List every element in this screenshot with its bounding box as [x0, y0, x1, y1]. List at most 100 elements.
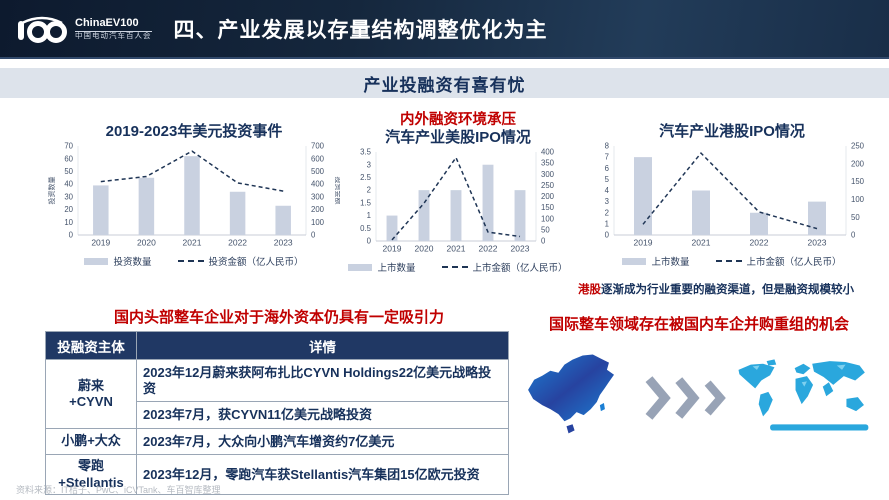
- hk-ipo-note: 港股逐渐成为行业重要的融资渠道，但是融资规模较小: [578, 281, 888, 297]
- table-subject-cell: 零跑 +Stellantis: [45, 454, 137, 495]
- svg-text:2023: 2023: [274, 238, 293, 248]
- chart-usd-investment-plot: 0 10 20 30 40 50 60 70 0 100 200 300 400 500 600 700 投资数…: [47, 140, 343, 268]
- investment-table: 投融资主体 详情 蔚来 +CYVN 2023年12月蔚来获阿布扎比CYVN Hold…: [45, 331, 509, 495]
- svg-text:0: 0: [605, 231, 610, 240]
- svg-text:200: 200: [851, 159, 865, 168]
- svg-text:2020: 2020: [137, 238, 156, 248]
- table-detail-cell: 2023年7月，大众向小鹏汽车增资约7亿美元: [136, 427, 509, 456]
- legend-item: 上市数量: [622, 254, 690, 268]
- svg-text:2: 2: [367, 186, 371, 195]
- section-banner: 产业投融资有喜有忧: [0, 68, 889, 98]
- svg-text:2019: 2019: [91, 238, 110, 248]
- svg-text:1: 1: [605, 219, 609, 228]
- svg-text:250: 250: [541, 181, 555, 190]
- svg-text:300: 300: [541, 170, 555, 179]
- svg-text:2021: 2021: [692, 238, 711, 248]
- table-subject-cell: 小鹏+大众: [45, 427, 137, 456]
- svg-text:投资数量: 投资数量: [48, 177, 56, 205]
- svg-text:300: 300: [311, 192, 325, 201]
- svg-text:2021: 2021: [183, 238, 202, 248]
- svg-text:0: 0: [69, 231, 74, 240]
- world-map: [738, 359, 869, 431]
- table-subject-cell: 蔚来 +CYVN: [45, 359, 137, 429]
- pressure-annotation: 内外融资环境承压: [400, 112, 516, 128]
- chinaev100-logo: ChinaEV100 中国电动汽车百人会: [16, 12, 152, 46]
- svg-text:60: 60: [64, 154, 73, 163]
- logo-100-icon: [18, 16, 67, 43]
- svg-text:2019: 2019: [634, 238, 653, 248]
- legend-item: 投资金额（亿人民币）: [177, 254, 304, 268]
- svg-text:200: 200: [541, 192, 555, 201]
- hk-ipo-note-rest: 逐渐成为行业重要的融资渠道，但是融资规模较小: [601, 284, 854, 296]
- logo-text-en: ChinaEV100: [75, 17, 152, 32]
- svg-text:200: 200: [311, 205, 325, 214]
- svg-text:700: 700: [311, 142, 325, 151]
- svg-text:2021: 2021: [447, 244, 466, 254]
- svg-text:0: 0: [541, 237, 546, 246]
- chart-hk-ipo-title: 汽车产业港股IPO情况: [659, 123, 805, 140]
- svg-text:150: 150: [851, 177, 865, 186]
- chart-us-ipo: 内外融资环境承压 汽车产业美股IPO情况 0 0.5 1 1.5 2 2.5 3 3.5 0 50…: [346, 108, 570, 274]
- source-note: 资料来源：IT桔子、PwC、iCVTank、车百智库整理: [16, 485, 221, 495]
- svg-text:7: 7: [605, 153, 609, 162]
- svg-text:0: 0: [311, 231, 316, 240]
- svg-text:3: 3: [605, 197, 609, 206]
- svg-text:4: 4: [605, 186, 610, 195]
- slide-title: 四、产业发展以存量结构调整优化为主: [173, 18, 548, 42]
- svg-text:8: 8: [605, 142, 609, 151]
- table-detail-cell: 2023年7月，获CYVN11亿美元战略投资: [136, 401, 509, 429]
- table-row: 零跑 +Stellantis 2023年12月，零跑汽车获Stellantis汽车…: [45, 454, 509, 495]
- svg-text:350: 350: [541, 159, 555, 168]
- svg-text:投资金额: 投资金额: [334, 177, 340, 205]
- svg-text:1.5: 1.5: [360, 198, 372, 207]
- svg-text:0: 0: [367, 237, 372, 246]
- svg-text:40: 40: [64, 180, 73, 189]
- chevron-right-icon: [645, 376, 727, 420]
- svg-text:2020: 2020: [415, 244, 434, 254]
- header-bar: ChinaEV100 中国电动汽车百人会 四、产业发展以存量结构调整优化为主: [0, 0, 889, 59]
- legend-item: 上市金额（亿人民币）: [441, 260, 568, 274]
- svg-text:10: 10: [64, 218, 73, 227]
- table-row: 2023年7月，获CYVN11亿美元战略投资: [46, 401, 509, 429]
- svg-text:2023: 2023: [808, 238, 827, 248]
- svg-text:600: 600: [311, 154, 325, 163]
- section-banner-title: 产业投融资有喜有忧: [363, 75, 526, 95]
- svg-text:70: 70: [64, 142, 73, 151]
- logo-text: ChinaEV100 中国电动汽车百人会: [75, 17, 152, 40]
- investment-table-body: 蔚来 +CYVN 2023年12月蔚来获阿布扎比CYVN Holdings22亿美…: [45, 358, 509, 495]
- hk-ipo-note-highlight: 港股: [578, 284, 601, 296]
- legend-item: 投资数量: [84, 254, 152, 268]
- svg-text:150: 150: [541, 203, 555, 212]
- chart-us-ipo-plot: 0 0.5 1 1.5 2 2.5 3 3.5 0 50 100 150 200 250 300 350 400…: [346, 146, 570, 274]
- chart-usd-investment-title: 2019-2023年美元投资事件: [105, 123, 283, 140]
- legend-item: 上市数量: [348, 260, 416, 274]
- svg-text:2.5: 2.5: [360, 173, 372, 182]
- table-row: 蔚来 +CYVN 2023年12月蔚来获阿布扎比CYVN Holdings22亿美…: [45, 358, 509, 429]
- svg-text:2: 2: [605, 208, 609, 217]
- svg-text:50: 50: [851, 213, 860, 222]
- domestic-attraction-heading: 国内头部整车企业对于海外资本仍具有一定吸引力: [113, 309, 444, 326]
- svg-text:30: 30: [64, 192, 73, 201]
- svg-text:400: 400: [311, 180, 325, 189]
- chart-us-ipo-title: 汽车产业美股IPO情况: [385, 129, 531, 146]
- china-to-world-graphic: [520, 342, 884, 454]
- table-detail-cell: 2023年12月蔚来获阿布扎比CYVN Holdings22亿美元战略投资: [136, 358, 509, 403]
- table-row: 小鹏+大众 2023年7月，大众向小鹏汽车增资约7亿美元: [45, 427, 509, 456]
- svg-text:0.5: 0.5: [360, 224, 372, 233]
- svg-text:250: 250: [851, 142, 865, 151]
- svg-text:2022: 2022: [750, 238, 769, 248]
- svg-text:6: 6: [605, 164, 609, 173]
- legend-item: 上市金额（亿人民币）: [715, 254, 842, 268]
- svg-text:3: 3: [367, 160, 371, 169]
- svg-text:400: 400: [541, 148, 555, 157]
- svg-text:100: 100: [851, 195, 865, 204]
- svg-text:3.5: 3.5: [360, 148, 372, 157]
- investment-table-head: 投融资主体 详情: [45, 331, 509, 360]
- svg-text:50: 50: [541, 225, 550, 234]
- svg-text:1: 1: [367, 211, 371, 220]
- chart-hk-ipo-plot: 0 1 2 3 4 5 6 7 8 0 50 100 150 200 250 2019 2021 2022 2023…: [584, 140, 880, 268]
- svg-text:2022: 2022: [228, 238, 247, 248]
- international-ma-heading: 国际整车领域存在被国内车企并购重组的机会: [548, 316, 849, 333]
- svg-text:50: 50: [64, 167, 73, 176]
